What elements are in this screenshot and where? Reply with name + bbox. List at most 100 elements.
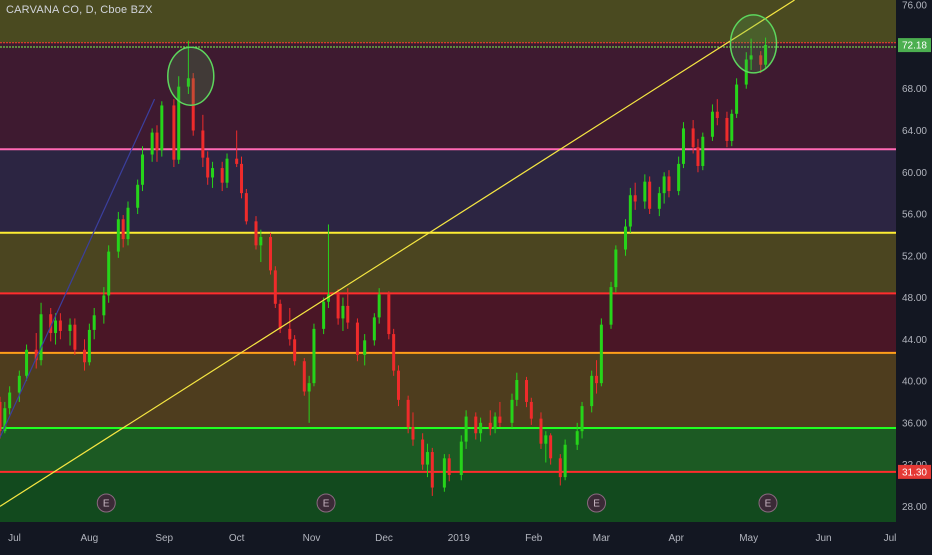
candle-body xyxy=(411,426,415,440)
price-zone xyxy=(0,471,896,522)
x-tick-label: Oct xyxy=(229,533,245,544)
earnings-event-circle xyxy=(758,493,778,513)
candle-body xyxy=(691,128,695,148)
price-zone xyxy=(0,0,896,43)
candle-body xyxy=(126,207,130,240)
candle-body xyxy=(459,441,463,476)
candle-body xyxy=(17,375,21,393)
earnings-event-label: E xyxy=(103,499,110,510)
candle-body xyxy=(49,314,53,334)
price-zone xyxy=(0,149,896,233)
candle-body xyxy=(83,349,87,363)
candle-body xyxy=(498,416,502,423)
earnings-event-circle xyxy=(587,493,607,513)
candle-body xyxy=(211,168,215,178)
price-axis-background xyxy=(896,0,932,550)
candle-body xyxy=(396,370,400,400)
candles-group xyxy=(0,37,768,496)
candle-body xyxy=(599,324,603,384)
candle-body xyxy=(425,452,429,465)
candle-body xyxy=(54,320,58,334)
x-tick-label: May xyxy=(739,533,758,544)
candle-body xyxy=(701,136,705,166)
candle-body xyxy=(524,380,528,402)
candle-body xyxy=(254,221,258,246)
candle-body xyxy=(240,163,244,194)
candle-body xyxy=(312,328,316,384)
candle-body xyxy=(355,322,359,355)
candle-body xyxy=(563,444,567,478)
candle-body xyxy=(34,349,38,361)
y-tick-label: 44.00 xyxy=(902,335,927,346)
candle-body xyxy=(657,193,661,209)
x-tick-label: Mar xyxy=(593,533,611,544)
x-tick-label: Jul xyxy=(8,533,21,544)
y-tick-label: 28.00 xyxy=(902,502,927,513)
candle-body xyxy=(764,44,768,65)
candle-body xyxy=(92,315,96,330)
candle-body xyxy=(725,117,729,141)
earnings-event-marker: E xyxy=(96,493,116,513)
candle-body xyxy=(590,375,594,407)
candle-body xyxy=(201,130,205,158)
x-tick-label: 2019 xyxy=(448,533,471,544)
candle-body xyxy=(710,111,714,137)
y-tick-label: 68.00 xyxy=(902,84,927,95)
candle-body xyxy=(87,329,91,363)
x-tick-label: Dec xyxy=(375,533,393,544)
current-price-label-box xyxy=(898,38,931,53)
y-tick-label: 76.00 xyxy=(902,1,927,12)
candle-body xyxy=(474,416,478,434)
y-tick-label: 48.00 xyxy=(902,293,927,304)
candle-body xyxy=(140,154,144,185)
candle-body xyxy=(268,236,272,271)
price-zone xyxy=(0,352,896,429)
candle-body xyxy=(549,435,553,459)
candle-body xyxy=(0,401,2,432)
candle-body xyxy=(293,339,297,362)
candle-body xyxy=(273,270,277,304)
highlight-circle xyxy=(167,46,215,106)
candle-body xyxy=(479,422,483,434)
y-tick-label: 36.00 xyxy=(902,418,927,429)
candle-body xyxy=(68,324,72,331)
candle-body xyxy=(387,294,391,335)
candle-body xyxy=(278,303,282,329)
candle-body xyxy=(628,195,632,227)
candle-body xyxy=(220,168,224,183)
candle-body xyxy=(558,458,562,478)
candle-body xyxy=(696,147,700,166)
candle-body xyxy=(681,128,685,164)
candle-body xyxy=(363,340,367,355)
candle-body xyxy=(372,317,376,341)
candle-body xyxy=(235,158,239,164)
candle-body xyxy=(3,408,7,432)
candle-body xyxy=(539,418,543,444)
candle-body xyxy=(172,105,176,160)
y-tick-label: 40.00 xyxy=(902,377,927,388)
earnings-event-circle xyxy=(96,493,116,513)
candle-body xyxy=(759,55,763,65)
candle-body xyxy=(609,287,613,325)
candle-body xyxy=(488,422,492,430)
candle-body xyxy=(464,416,468,442)
candle-body xyxy=(624,226,628,250)
x-tick-label: Jul xyxy=(884,533,897,544)
y-tick-label: 60.00 xyxy=(902,168,927,179)
candle-body xyxy=(116,219,120,252)
x-tick-label: Nov xyxy=(303,533,321,544)
earnings-event-marker: E xyxy=(587,493,607,513)
candle-body xyxy=(392,334,396,371)
candle-body xyxy=(730,113,734,141)
y-tick-label: 56.00 xyxy=(902,210,927,221)
time-axis-background xyxy=(0,522,932,550)
candle-body xyxy=(102,295,106,316)
candle-body xyxy=(302,361,306,392)
candle-body xyxy=(206,157,210,178)
candle-body xyxy=(749,55,753,60)
support-price-label-text: 31.30 xyxy=(902,467,927,478)
candle-body xyxy=(8,392,12,409)
candle-body xyxy=(648,181,652,209)
